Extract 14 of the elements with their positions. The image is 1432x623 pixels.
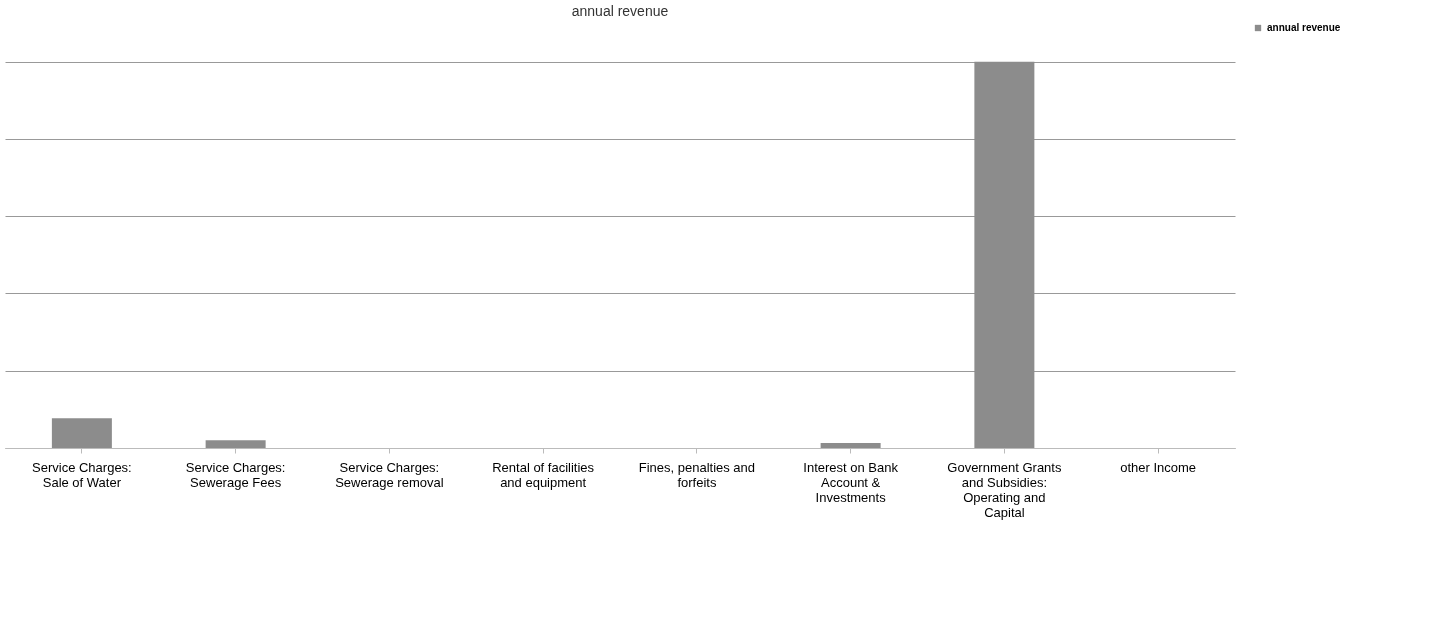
chart-title: annual revenue — [571, 3, 669, 19]
bar — [51, 418, 112, 448]
x-tick-label: other Income — [1120, 459, 1197, 475]
x-tick-label: Service Charges: Sewerage removal — [335, 459, 444, 490]
x-tick-label: Service Charges: Sewerage Fees — [185, 459, 286, 490]
bar — [820, 442, 881, 448]
x-tick-label: Rental of facilities and equipment — [492, 459, 595, 490]
x-tick-label: Fines, penalties and forfeits — [638, 459, 756, 490]
legend-label: annual revenue — [1267, 22, 1341, 33]
bar — [974, 61, 1035, 448]
x-tick-label: Government Grants and Subsidies: Operating and Capital — [947, 459, 1062, 520]
x-tick-label: Service Charges: Sale of Water — [32, 459, 132, 490]
bar — [205, 440, 266, 448]
x-tick-label: Interest on Bank Account & Investments — [803, 459, 899, 505]
